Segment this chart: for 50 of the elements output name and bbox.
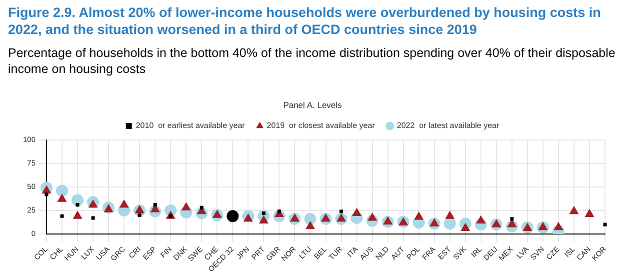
point — [119, 199, 129, 208]
point — [460, 222, 470, 232]
point — [290, 213, 300, 222]
point — [91, 216, 95, 220]
point — [368, 212, 378, 221]
point — [445, 210, 455, 219]
point — [134, 204, 144, 214]
point — [352, 208, 362, 216]
legend-label: 2010 or earliest available year — [136, 121, 246, 130]
point — [88, 199, 98, 208]
point — [181, 202, 191, 210]
point — [538, 222, 548, 230]
point — [304, 212, 316, 225]
point — [383, 216, 393, 224]
point — [72, 210, 82, 219]
point — [510, 217, 514, 221]
point — [44, 192, 48, 196]
point — [492, 219, 502, 228]
point — [336, 213, 346, 222]
point — [398, 217, 408, 226]
point — [57, 194, 67, 202]
legend-label: 2022 or latest available year — [396, 121, 500, 130]
point — [56, 184, 68, 197]
chart-title: Figure 2.9. Almost 20% of lower-income households were overburdened by housing costs in 2022, and the situation worsened in a third of OECD countries since 2019 — [8, 4, 602, 38]
point — [200, 206, 204, 210]
legend-label: 2019 or closest available year — [266, 121, 376, 130]
point — [414, 212, 424, 220]
point — [42, 185, 52, 194]
point — [72, 194, 84, 206]
point — [584, 208, 594, 217]
point — [212, 210, 222, 218]
point — [258, 215, 268, 224]
point — [60, 214, 64, 218]
chart-subtitle: Percentage of households in the bottom 40% of the income distribution spending over 40% of their disposable income on housing costs — [8, 45, 616, 77]
point — [554, 222, 564, 230]
point — [507, 219, 517, 228]
point — [444, 218, 456, 230]
point — [76, 203, 80, 207]
point — [138, 213, 142, 217]
point — [476, 215, 486, 224]
point — [430, 218, 440, 226]
point — [153, 203, 157, 207]
point — [320, 213, 331, 222]
point — [603, 222, 607, 226]
point — [305, 220, 316, 230]
legend-title: Panel A. Levels — [282, 100, 343, 110]
point — [340, 210, 344, 214]
point — [243, 213, 253, 222]
point — [569, 206, 579, 214]
point — [104, 204, 114, 212]
